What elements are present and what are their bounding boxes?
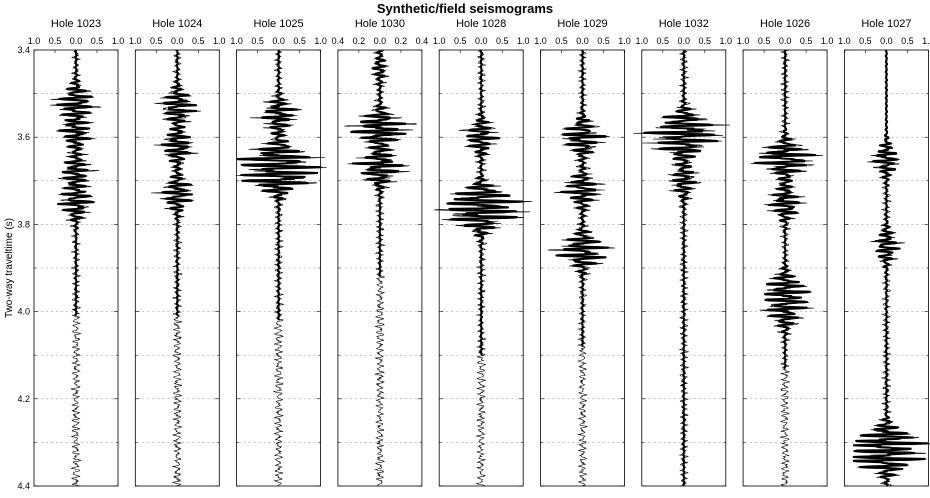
x-tick-label: 1.0 bbox=[534, 36, 547, 46]
x-tick-label: 1.0 bbox=[230, 36, 243, 46]
x-tick-label: 0.4 bbox=[332, 36, 345, 46]
x-tick-label: 0.5 bbox=[901, 36, 914, 46]
x-tick-label: 0.5 bbox=[192, 36, 205, 46]
x-tick-label: 0.5 bbox=[758, 36, 771, 46]
x-tick-label: 0.5 bbox=[496, 36, 509, 46]
field-trace bbox=[852, 49, 928, 487]
field-trace bbox=[350, 49, 407, 278]
panel-hole-1026: Hole 1026 1.0 0.5 0.0 0.5 1.0 bbox=[737, 18, 834, 487]
x-tick-label: 1.0 bbox=[618, 36, 631, 46]
y-tick-label: 4.0 bbox=[17, 307, 30, 317]
x-tick-label: 0.2 bbox=[353, 36, 366, 46]
x-tick-label: 0.5 bbox=[251, 36, 264, 46]
panel-title: Hole 1026 bbox=[760, 18, 810, 30]
panel-hole-1032: Hole 1032 1.0 0.5 0.0 0.5 1.0 bbox=[633, 18, 733, 487]
y-tick-label: 4.2 bbox=[17, 394, 30, 404]
x-tick-label: 0.0 bbox=[171, 36, 184, 46]
panel-title: Hole 1030 bbox=[355, 18, 405, 30]
x-tick-label: 0.0 bbox=[70, 36, 83, 46]
x-tick-label: 1.0 bbox=[922, 36, 930, 46]
x-tick-label: 1.0 bbox=[433, 36, 446, 46]
panel-title: Hole 1023 bbox=[51, 18, 101, 30]
x-tick-label: 0.5 bbox=[859, 36, 872, 46]
x-tick-label: 1.0 bbox=[720, 36, 733, 46]
x-tick-label: 0.0 bbox=[374, 36, 387, 46]
y-axis-label: Two-way traveltime (s) bbox=[4, 218, 15, 318]
x-tick-label: 1.0 bbox=[314, 36, 327, 46]
x-tick-label: 0.5 bbox=[49, 36, 62, 46]
panel-hole-1027: Hole 1027 1.0 0.5 0.0 0.5 1.0 bbox=[838, 18, 930, 487]
panel-title: Hole 1025 bbox=[254, 18, 304, 30]
x-tick-label: 1.0 bbox=[636, 36, 649, 46]
field-trace bbox=[446, 49, 524, 356]
x-tick-label: 0.5 bbox=[454, 36, 467, 46]
panel-title: Hole 1024 bbox=[152, 18, 202, 30]
panel-hole-1023: Hole 1023 1.0 0.5 0.0 0.5 1.0 bbox=[28, 18, 125, 487]
panel-title: Hole 1027 bbox=[861, 18, 911, 30]
field-trace bbox=[56, 49, 95, 317]
x-tick-label: 1.0 bbox=[517, 36, 530, 46]
x-tick-label: 0.0 bbox=[678, 36, 691, 46]
panel-title: Hole 1029 bbox=[557, 18, 607, 30]
y-tick-label: 3.8 bbox=[17, 219, 30, 229]
synthetic-trace bbox=[434, 49, 533, 487]
x-tick-label: 1.0 bbox=[28, 36, 41, 46]
x-tick-label: 1.0 bbox=[838, 36, 851, 46]
field-trace bbox=[643, 49, 719, 487]
x-tick-label: 0.5 bbox=[597, 36, 610, 46]
synthetic-trace bbox=[50, 49, 101, 487]
chart-title: Synthetic/field seismograms bbox=[376, 1, 554, 16]
panel-title: Hole 1028 bbox=[456, 18, 506, 30]
y-tick-label: 3.6 bbox=[17, 132, 30, 142]
panel-hole-1024: Hole 1024 1.0 0.5 0.0 0.5 1.0 bbox=[129, 18, 226, 487]
panel-title: Hole 1032 bbox=[659, 18, 709, 30]
x-tick-label: 0.5 bbox=[150, 36, 163, 46]
x-tick-label: 0.4 bbox=[416, 36, 429, 46]
x-tick-label: 0.0 bbox=[475, 36, 488, 46]
field-trace bbox=[555, 49, 610, 348]
panel-hole-1025: Hole 1025 1.0 0.5 0.0 0.5 1.0 bbox=[230, 18, 327, 487]
x-tick-label: 0.0 bbox=[779, 36, 792, 46]
y-tick-label: 3.4 bbox=[17, 45, 30, 55]
x-tick-label: 1.0 bbox=[821, 36, 834, 46]
y-tick-label: 4.4 bbox=[17, 481, 30, 491]
panel-hole-1028: Hole 1028 1.0 0.5 0.0 0.5 1.0 bbox=[433, 18, 533, 487]
field-trace bbox=[160, 49, 198, 317]
x-tick-label: 0.5 bbox=[800, 36, 813, 46]
x-tick-label: 0.0 bbox=[880, 36, 893, 46]
field-trace bbox=[754, 49, 817, 369]
x-tick-label: 1.0 bbox=[112, 36, 125, 46]
field-trace bbox=[236, 49, 322, 321]
x-tick-label: 0.2 bbox=[395, 36, 408, 46]
panel-hole-1029: Hole 1029 1.0 0.5 0.0 0.5 1.0 bbox=[534, 18, 631, 487]
x-tick-label: 0.5 bbox=[699, 36, 712, 46]
x-tick-label: 0.0 bbox=[272, 36, 285, 46]
x-tick-label: 0.5 bbox=[293, 36, 306, 46]
x-tick-label: 1.0 bbox=[737, 36, 750, 46]
x-tick-label: 1.0 bbox=[213, 36, 226, 46]
x-tick-label: 1.0 bbox=[129, 36, 142, 46]
panel-hole-1030: Hole 1030 0.4 0.2 0.0 0.2 0.4 bbox=[332, 18, 429, 487]
x-tick-label: 0.5 bbox=[555, 36, 568, 46]
x-tick-label: 0.5 bbox=[657, 36, 670, 46]
x-tick-label: 0.5 bbox=[91, 36, 104, 46]
x-tick-label: 0.0 bbox=[576, 36, 589, 46]
